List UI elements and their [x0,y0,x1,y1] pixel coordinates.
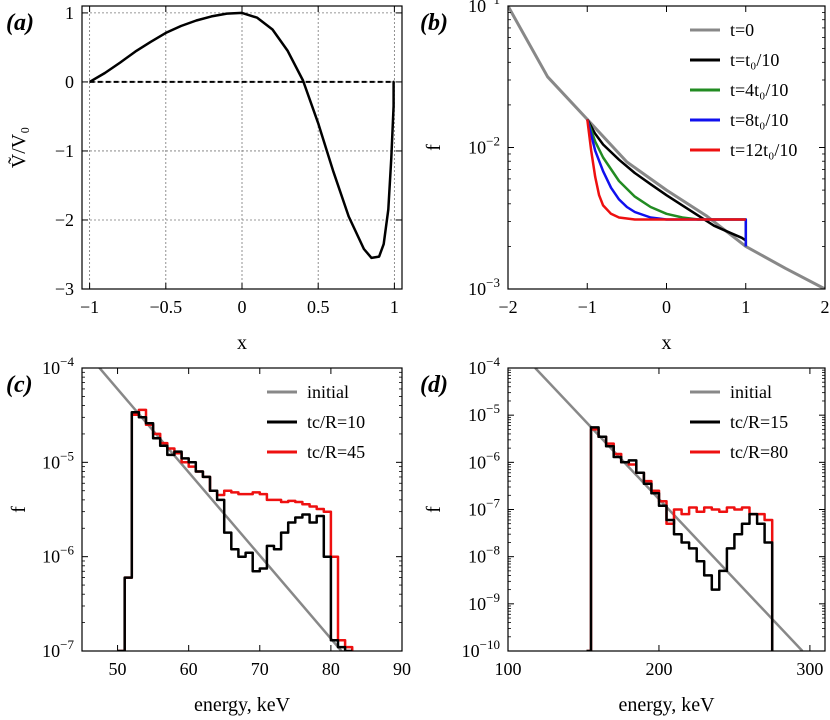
panel-label: (a) [6,10,34,36]
y-tick-label: 0 [65,72,74,92]
y-tick-label: 10−8 [468,543,500,567]
y-tick-exponent: −2 [486,134,500,149]
legend-label: initial [307,382,349,402]
y-tick-label: −2 [55,210,74,230]
x-tick-label: −1 [578,297,597,317]
y-tick-label: 1 [65,3,74,23]
legend-label: tc/R=80 [730,442,788,462]
panel-label: (c) [6,372,33,398]
series-group [534,368,804,651]
series-group [508,6,825,289]
series-line-initial [534,368,804,651]
y-tick-exponent: −7 [486,496,500,511]
series-line-tc-R-45 [117,408,354,651]
y-tick-label: 10−4 [42,354,74,378]
series-group [97,368,354,651]
y-tick-exponent: −5 [486,401,500,416]
y-tick-exponent: −7 [60,637,74,652]
legend-label: tc/R=45 [307,442,365,462]
x-tick-label: −0.5 [149,297,182,317]
y-tick-label: 10−4 [468,354,500,378]
y-tick-label: 10−5 [468,401,500,425]
x-axis-label: energy, keV [618,694,715,716]
y-tick-exponent: −9 [486,590,500,605]
y-tick-label: 10−6 [42,543,74,567]
series-line-t-t-10 [586,118,748,247]
y-axis-label: Ṽ/V₀ [6,127,30,168]
legend-label: tc/R=10 [307,412,365,432]
x-tick-label: 70 [251,659,269,679]
series-line-t-0 [508,6,825,289]
y-tick-label: −1 [55,141,74,161]
x-tick-label: 200 [645,659,672,679]
legend-label: initial [730,382,772,402]
panel-label: (d) [420,372,448,398]
x-tick-label: −2 [498,297,517,317]
panel-a: −1 −0.5 0 0.5 1 −3 −2 −1 0 1 x Ṽ/V₀ (a) [6,3,403,354]
series-line-initial [97,368,344,651]
y-tick-label: 10−1 [468,0,500,16]
y-tick-label: 10−3 [468,275,500,299]
x-axis-label: x [237,332,247,354]
x-tick-label: 100 [495,659,522,679]
y-tick-exponent: −8 [486,543,500,558]
x-tick-label: 60 [180,659,198,679]
panel-b: −2 −1 0 1 2 10−3 10−2 10−1 x f (b) t=0 t=t₀/10 t=4t₀/… [420,0,830,354]
x-tick-label: 90 [393,659,411,679]
panel-c: 50 60 70 80 90 10−7 10−6 10−5 10−4 energy, keV f (c… [6,354,411,716]
series-line-tc-R-80 [586,428,774,651]
y-axis-label: f [423,144,445,151]
y-tick-label: 10−5 [42,448,74,472]
legend-label: tc/R=15 [730,412,788,432]
x-axis-label: energy, keV [194,694,291,716]
series-line-tc-R-15 [586,426,774,651]
x-tick-label: 1 [390,297,399,317]
legend-label: t=4t₀/10 [730,80,788,100]
x-tick-label: 2 [821,297,830,317]
x-tick-label: 1 [741,297,750,317]
y-axis-label: f [8,506,30,513]
y-tick-label: 10−7 [468,496,500,520]
y-tick-exponent: −4 [60,354,74,369]
panel-label: (b) [420,10,448,36]
plot-frame [81,367,403,652]
y-tick-exponent: −1 [486,0,500,7]
y-axis-label: f [423,506,445,513]
x-tick-label: −1 [80,297,99,317]
legend-label: t=8t₀/10 [730,110,788,130]
x-tick-label: 50 [109,659,127,679]
x-tick-label: 0.5 [307,297,330,317]
legend-label: t=12t₀/10 [730,140,797,160]
y-tick-label: 10−6 [468,448,500,472]
y-tick-exponent: −5 [60,448,74,463]
y-tick-exponent: −3 [486,275,500,290]
y-tick-exponent: −10 [480,637,500,652]
legend-label: t=t₀/10 [730,50,779,70]
y-tick-label: 10−10 [462,637,500,661]
y-tick-exponent: −6 [486,448,500,463]
y-tick-exponent: −6 [60,543,74,558]
panel-d: 100 200 300 10−10 10−9 10−8 10−7 10−6 10−5 10−4 en… [420,354,826,716]
series-line-t-12t-10 [586,119,746,221]
y-tick-label: 10−2 [468,134,500,158]
x-tick-label: 0 [662,297,671,317]
series-group [88,11,395,260]
y-tick-exponent: −4 [486,354,500,369]
y-tick-label: 10−9 [468,590,500,614]
legend-label: t=0 [730,20,754,40]
y-tick-label: 10−7 [42,637,74,661]
x-tick-label: 80 [322,659,340,679]
y-tick-label: −3 [55,279,74,299]
x-tick-label: 300 [796,659,823,679]
series-line-0 [88,11,395,260]
x-tick-label: 0 [238,297,247,317]
series-line-tc-R-10 [117,410,353,651]
x-axis-label: x [662,332,672,354]
